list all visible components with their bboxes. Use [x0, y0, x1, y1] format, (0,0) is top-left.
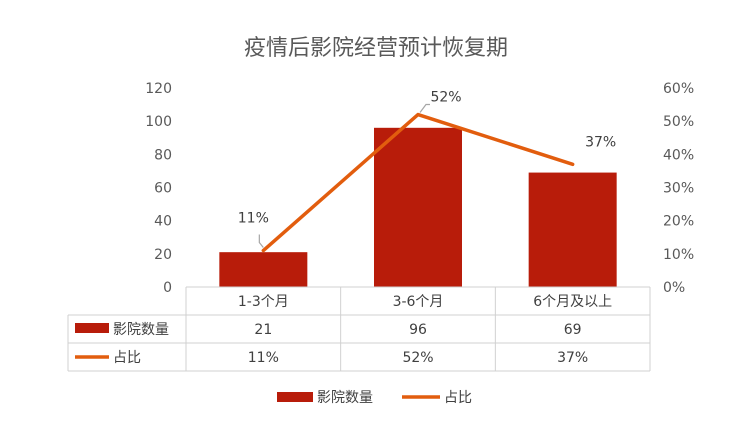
table-cell: 52% [402, 350, 433, 366]
line-占比 [261, 112, 575, 253]
table-series-label: 影院数量 [113, 322, 169, 338]
chart-title: 疫情后影院经营预计恢复期 [244, 36, 508, 61]
y-right-tick-label: 0% [663, 280, 685, 296]
line-point-label: 52% [430, 90, 461, 106]
bar-影院数量 [374, 127, 462, 287]
legend-label: 占比 [444, 390, 472, 406]
y-right-tick-label: 50% [663, 114, 694, 130]
bar-影院数量 [528, 172, 617, 287]
data-label-leader [258, 234, 264, 248]
y-left-tick-label: 80 [154, 147, 172, 163]
table-cell: 11% [248, 350, 279, 366]
y-right-tick-label: 20% [663, 214, 694, 230]
line-point-label: 37% [585, 134, 616, 150]
y-right-tick-label: 10% [663, 247, 694, 263]
table-cell: 96 [409, 322, 427, 338]
y-left-tick-label: 60 [154, 181, 172, 197]
table-cell: 69 [564, 322, 582, 338]
x-tick-label: 3-6个月 [393, 294, 444, 310]
y-left-tick-label: 20 [154, 247, 172, 263]
x-tick-label: 6个月及以上 [533, 294, 612, 310]
y-right-tick-label: 40% [663, 147, 694, 163]
legend-key-bar [277, 392, 313, 402]
y-left-tick-label: 40 [154, 214, 172, 230]
table-key-bar [75, 323, 109, 333]
y-left-tick-label: 120 [145, 81, 172, 97]
y-right-tick-label: 60% [663, 81, 694, 97]
table-series-label: 占比 [113, 350, 141, 366]
y-right-tick-label: 30% [663, 181, 694, 197]
table-cell: 37% [557, 350, 588, 366]
data-label-leader [419, 103, 430, 113]
bar-影院数量 [219, 252, 308, 287]
table-cell: 21 [254, 322, 272, 338]
y-left-tick-label: 100 [145, 114, 172, 130]
y-left-tick-label: 0 [163, 280, 172, 296]
legend-label: 影院数量 [317, 390, 373, 406]
line-point-label: 11% [238, 211, 269, 227]
x-tick-label: 1-3个月 [238, 294, 289, 310]
